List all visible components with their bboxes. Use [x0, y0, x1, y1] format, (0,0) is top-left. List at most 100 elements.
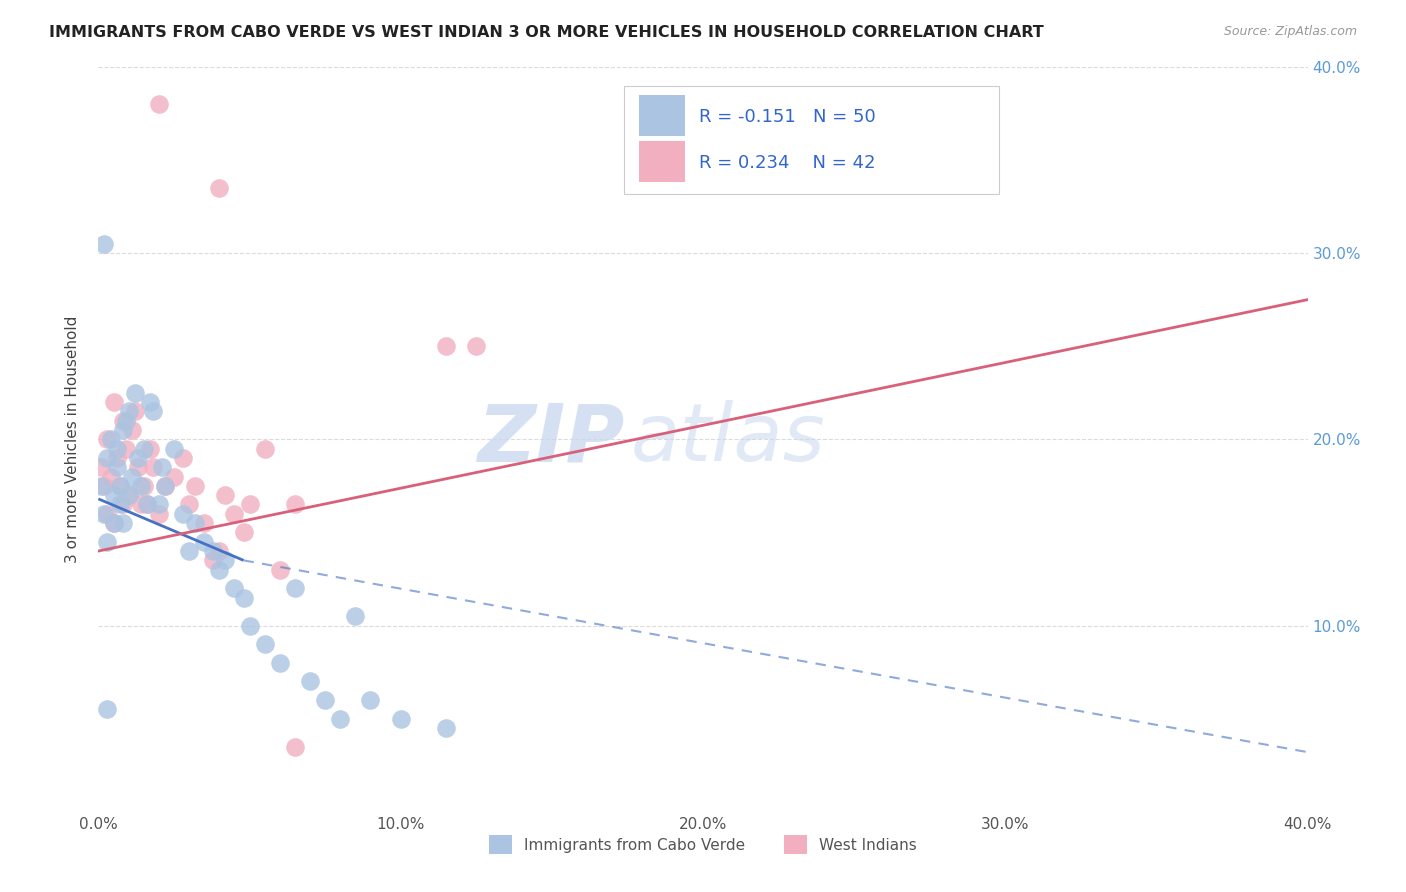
Point — [139, 395, 162, 409]
Point — [284, 582, 307, 596]
Point — [224, 582, 246, 596]
Point — [139, 442, 162, 456]
Point — [103, 516, 125, 530]
Point — [153, 479, 176, 493]
Point — [103, 516, 125, 530]
Point — [96, 534, 118, 549]
Text: R = 0.234    N = 42: R = 0.234 N = 42 — [699, 154, 876, 172]
Point — [114, 414, 136, 428]
Point — [111, 516, 134, 530]
Point — [153, 479, 176, 493]
Point — [148, 507, 170, 521]
Point — [148, 97, 170, 112]
Point — [224, 507, 246, 521]
Text: ZIP: ZIP — [477, 401, 624, 478]
Point — [96, 507, 118, 521]
Point — [163, 442, 186, 456]
Point — [360, 693, 382, 707]
Point — [121, 423, 143, 437]
Point — [239, 498, 262, 512]
Point — [135, 498, 157, 512]
Y-axis label: 3 or more Vehicles in Household: 3 or more Vehicles in Household — [65, 316, 80, 563]
Point — [193, 516, 215, 530]
Point — [121, 469, 143, 483]
Point — [114, 442, 136, 456]
Point — [96, 450, 118, 465]
Point — [111, 498, 134, 512]
Point — [148, 498, 170, 512]
Text: IMMIGRANTS FROM CABO VERDE VS WEST INDIAN 3 OR MORE VEHICLES IN HOUSEHOLD CORREL: IMMIGRANTS FROM CABO VERDE VS WEST INDIA… — [49, 25, 1045, 40]
Point — [108, 479, 131, 493]
Point — [269, 563, 291, 577]
Point — [103, 488, 125, 502]
Point — [142, 460, 165, 475]
Point — [284, 739, 307, 754]
Point — [108, 479, 131, 493]
Point — [111, 423, 134, 437]
Point — [269, 656, 291, 670]
Point — [232, 591, 254, 605]
Point — [389, 712, 412, 726]
FancyBboxPatch shape — [624, 86, 1000, 194]
Legend: Immigrants from Cabo Verde, West Indians: Immigrants from Cabo Verde, West Indians — [484, 829, 922, 860]
Point — [118, 488, 141, 502]
Point — [253, 637, 276, 651]
Point — [214, 488, 236, 502]
Point — [103, 395, 125, 409]
Point — [129, 498, 152, 512]
Point — [118, 404, 141, 418]
Point — [132, 479, 155, 493]
Point — [105, 450, 128, 465]
Point — [163, 469, 186, 483]
Point — [93, 507, 115, 521]
Point — [284, 498, 307, 512]
Point — [127, 450, 149, 465]
Point — [96, 702, 118, 716]
Point — [179, 498, 201, 512]
Point — [135, 498, 157, 512]
Point — [150, 460, 173, 475]
Point — [172, 507, 194, 521]
Point — [434, 721, 457, 735]
Point — [111, 414, 134, 428]
Point — [142, 404, 165, 418]
Point — [344, 609, 367, 624]
Point — [202, 553, 225, 567]
Point — [184, 479, 207, 493]
Point — [132, 442, 155, 456]
Point — [127, 460, 149, 475]
Point — [129, 479, 152, 493]
Point — [193, 534, 215, 549]
Point — [299, 674, 322, 689]
Point — [232, 525, 254, 540]
Text: Source: ZipAtlas.com: Source: ZipAtlas.com — [1223, 25, 1357, 38]
Bar — [638, 95, 685, 136]
Point — [329, 712, 352, 726]
Point — [90, 460, 112, 475]
Point — [465, 339, 488, 353]
Point — [179, 544, 201, 558]
Point — [172, 450, 194, 465]
Point — [124, 385, 146, 400]
Point — [208, 181, 231, 195]
Point — [93, 236, 115, 251]
Text: R = -0.151   N = 50: R = -0.151 N = 50 — [699, 108, 876, 126]
Point — [314, 693, 336, 707]
Point — [96, 432, 118, 446]
Point — [100, 469, 122, 483]
Point — [105, 442, 128, 456]
Point — [208, 563, 231, 577]
Point — [434, 339, 457, 353]
Point — [214, 553, 236, 567]
Point — [253, 442, 276, 456]
Point — [93, 479, 115, 493]
Point — [124, 404, 146, 418]
Text: atlas: atlas — [630, 401, 825, 478]
Point — [239, 618, 262, 632]
Point — [100, 432, 122, 446]
Point — [184, 516, 207, 530]
Point — [202, 544, 225, 558]
Point — [90, 479, 112, 493]
Point — [105, 460, 128, 475]
Point — [108, 498, 131, 512]
